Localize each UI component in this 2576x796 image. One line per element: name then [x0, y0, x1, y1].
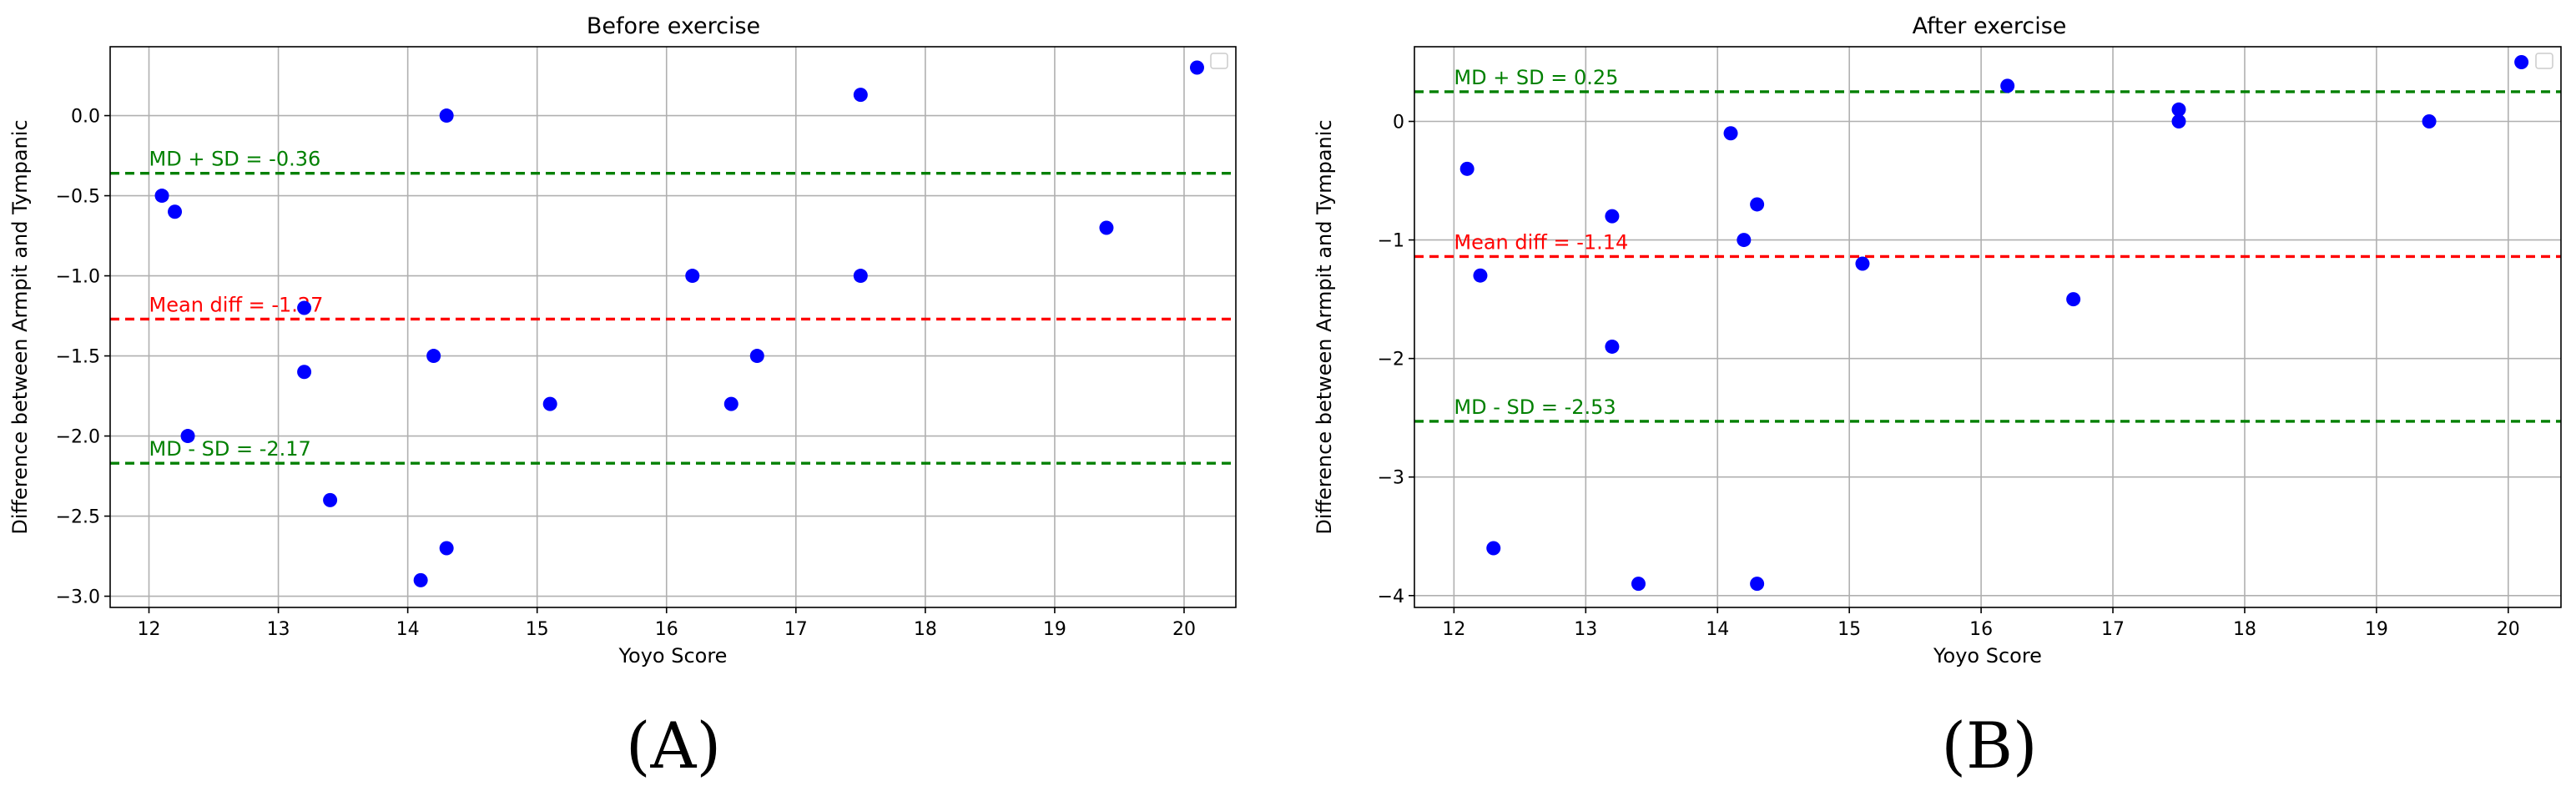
- chart-title: Before exercise: [587, 13, 760, 39]
- x-tick-label: 18: [2233, 619, 2256, 640]
- data-point: [2000, 78, 2015, 93]
- data-point: [439, 108, 454, 123]
- data-point: [1473, 268, 1488, 283]
- x-tick-label: 13: [267, 619, 290, 640]
- data-point: [1459, 161, 1475, 176]
- legend-box: [1210, 53, 1228, 69]
- x-tick-label: 12: [1442, 619, 1465, 640]
- y-tick-label: 0: [1393, 113, 1404, 134]
- x-tick-label: 16: [1969, 619, 1993, 640]
- data-point: [2514, 54, 2529, 69]
- legend-box: [2535, 53, 2553, 69]
- x-tick-label: 13: [1574, 619, 1597, 640]
- y-tick-label: −2.0: [56, 427, 100, 448]
- x-tick-label: 17: [784, 619, 808, 640]
- reference-line-label-1: Mean diff = -1.14: [1454, 230, 1628, 254]
- panel-label: (A): [626, 708, 721, 783]
- data-point: [154, 189, 169, 204]
- y-tick-label: −1.5: [56, 347, 100, 368]
- data-point: [1723, 126, 1738, 141]
- x-tick-label: 12: [138, 619, 161, 640]
- data-point: [1189, 60, 1204, 75]
- data-point: [1605, 209, 1620, 224]
- chart-title: After exercise: [1913, 13, 2067, 39]
- y-tick-label: −3.0: [56, 587, 100, 608]
- data-point: [439, 541, 454, 556]
- y-axis-label: Difference between Armpit and Tympanic: [8, 119, 32, 534]
- x-tick-label: 19: [1043, 619, 1066, 640]
- y-tick-label: −2.5: [56, 507, 100, 528]
- data-point: [853, 269, 868, 284]
- data-point: [1605, 339, 1620, 354]
- x-tick-label: 20: [1172, 619, 1196, 640]
- data-point: [168, 204, 183, 219]
- panel-label: (B): [1941, 708, 2037, 783]
- data-point: [323, 492, 338, 507]
- data-point: [297, 300, 312, 315]
- reference-line-label-2: MD - SD = -2.53: [1454, 395, 1616, 419]
- x-tick-label: 14: [1706, 619, 1729, 640]
- y-tick-label: −0.5: [56, 187, 100, 208]
- x-tick-label: 16: [655, 619, 678, 640]
- data-points: [1459, 54, 2529, 592]
- y-axis-label: Difference between Armpit and Tympanic: [1313, 119, 1336, 534]
- grid-lines: [110, 47, 1236, 607]
- data-point: [723, 396, 739, 411]
- chart-panel-1: MD + SD = 0.25 Mean diff = -1.14 MD - SD =…: [1313, 13, 2562, 783]
- reference-line-label-0: MD + SD = 0.25: [1454, 66, 1618, 89]
- reference-line-label-2: MD - SD = -2.17: [149, 437, 311, 461]
- data-point: [413, 572, 428, 587]
- x-tick-label: 15: [1837, 619, 1861, 640]
- data-point: [2171, 114, 2186, 129]
- data-point: [1099, 220, 1114, 235]
- data-point: [1750, 197, 1765, 212]
- data-point: [1750, 577, 1765, 592]
- chart-panel-0: MD + SD = -0.36 Mean diff = -1.27 MD - SD …: [8, 13, 1237, 783]
- data-point: [1737, 233, 1752, 248]
- data-point: [853, 88, 868, 103]
- x-axis-label: Yoyo Score: [618, 644, 728, 668]
- data-point: [1631, 577, 1646, 592]
- data-point: [180, 429, 195, 444]
- y-tick-label: −1.0: [56, 267, 100, 288]
- y-tick-label: −3: [1378, 468, 1404, 489]
- data-point: [542, 396, 557, 411]
- x-tick-label: 14: [396, 619, 420, 640]
- data-point: [2422, 114, 2437, 129]
- x-tick-label: 17: [2101, 619, 2125, 640]
- y-tick-label: −2: [1378, 350, 1404, 370]
- x-tick-label: 20: [2497, 619, 2520, 640]
- reference-line-label-0: MD + SD = -0.36: [149, 148, 321, 171]
- data-point: [749, 349, 764, 364]
- x-tick-label: 18: [914, 619, 937, 640]
- data-point: [1855, 256, 1870, 271]
- data-point: [2171, 102, 2186, 117]
- axes-frame: [109, 46, 1237, 608]
- axes-frame: [1414, 46, 2562, 608]
- data-point: [1486, 541, 1501, 556]
- reference-line-label-1: Mean diff = -1.27: [149, 293, 324, 316]
- x-tick-label: 15: [526, 619, 549, 640]
- data-point: [685, 269, 700, 284]
- data-point: [426, 349, 441, 364]
- data-points: [154, 60, 1204, 587]
- grid-lines: [1414, 47, 2561, 607]
- y-tick-label: −1: [1378, 231, 1404, 252]
- x-axis-label: Yoyo Score: [1933, 644, 2042, 668]
- data-point: [2066, 292, 2081, 307]
- y-tick-label: 0.0: [71, 107, 100, 128]
- data-point: [297, 365, 312, 380]
- y-tick-label: −4: [1378, 587, 1404, 607]
- x-tick-label: 19: [2365, 619, 2388, 640]
